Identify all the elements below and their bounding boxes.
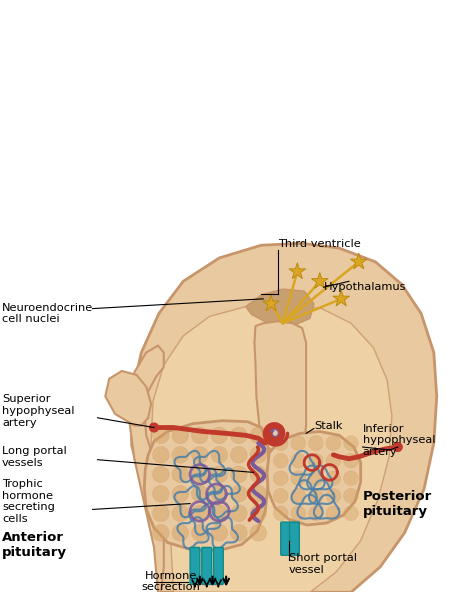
Circle shape (211, 427, 228, 444)
Circle shape (153, 505, 169, 522)
FancyBboxPatch shape (190, 548, 200, 585)
Polygon shape (144, 421, 269, 551)
Circle shape (393, 443, 402, 451)
Circle shape (344, 506, 358, 520)
Circle shape (274, 471, 288, 486)
Circle shape (230, 525, 247, 541)
FancyBboxPatch shape (213, 548, 223, 585)
Text: Hormone
secrection: Hormone secrection (141, 571, 200, 593)
Circle shape (172, 505, 189, 522)
Circle shape (291, 436, 306, 450)
Circle shape (230, 427, 247, 444)
Circle shape (172, 427, 189, 444)
Circle shape (211, 447, 228, 463)
Circle shape (150, 423, 158, 432)
Text: Hypothalamus: Hypothalamus (324, 282, 406, 292)
Circle shape (172, 466, 189, 483)
Polygon shape (131, 243, 437, 592)
Circle shape (344, 453, 358, 468)
Circle shape (326, 436, 341, 450)
Text: Trophic
hormone
secreting
cells: Trophic hormone secreting cells (2, 479, 55, 524)
Polygon shape (289, 263, 306, 279)
Circle shape (291, 453, 306, 468)
Text: Long portal
vessels: Long portal vessels (2, 446, 67, 468)
Polygon shape (246, 289, 314, 326)
Circle shape (309, 436, 323, 450)
Circle shape (326, 471, 341, 486)
Circle shape (153, 525, 169, 541)
Circle shape (211, 505, 228, 522)
FancyBboxPatch shape (289, 522, 299, 555)
Circle shape (274, 506, 288, 520)
FancyBboxPatch shape (281, 522, 291, 555)
Circle shape (309, 489, 323, 503)
Circle shape (211, 486, 228, 502)
Circle shape (153, 486, 169, 502)
Circle shape (250, 427, 266, 444)
Polygon shape (351, 253, 367, 269)
Text: Anterior
pituitary: Anterior pituitary (2, 531, 67, 558)
Circle shape (326, 453, 341, 468)
Circle shape (291, 506, 306, 520)
Polygon shape (151, 305, 392, 592)
Circle shape (326, 489, 341, 503)
Circle shape (274, 489, 288, 503)
Text: Posterior
pituitary: Posterior pituitary (363, 490, 432, 517)
Circle shape (172, 486, 189, 502)
Circle shape (211, 525, 228, 541)
Text: Stalk: Stalk (314, 421, 342, 430)
Circle shape (172, 525, 189, 541)
Text: Short portal
vessel: Short portal vessel (288, 553, 356, 575)
Polygon shape (267, 432, 361, 525)
Polygon shape (263, 295, 279, 311)
Circle shape (274, 453, 288, 468)
Polygon shape (129, 346, 164, 592)
Circle shape (250, 447, 266, 463)
Circle shape (250, 505, 266, 522)
Polygon shape (311, 272, 328, 288)
Circle shape (192, 447, 208, 463)
Circle shape (309, 506, 323, 520)
Circle shape (250, 486, 266, 502)
Text: Superior
hypophyseal
artery: Superior hypophyseal artery (2, 394, 74, 427)
Circle shape (230, 466, 247, 483)
Circle shape (326, 506, 341, 520)
FancyBboxPatch shape (202, 548, 211, 585)
Circle shape (153, 447, 169, 463)
Circle shape (192, 525, 208, 541)
Polygon shape (333, 290, 350, 306)
Circle shape (230, 505, 247, 522)
Circle shape (291, 471, 306, 486)
Circle shape (192, 466, 208, 483)
Circle shape (344, 436, 358, 450)
Circle shape (192, 427, 208, 444)
Circle shape (230, 447, 247, 463)
Circle shape (309, 471, 323, 486)
Text: Third ventricle: Third ventricle (278, 239, 360, 249)
Circle shape (274, 436, 288, 450)
Text: Inferior
hypophyseal
artery: Inferior hypophyseal artery (363, 424, 435, 457)
Circle shape (192, 505, 208, 522)
Circle shape (250, 466, 266, 483)
Polygon shape (254, 322, 306, 453)
Circle shape (250, 525, 266, 541)
Circle shape (344, 471, 358, 486)
Circle shape (153, 427, 169, 444)
Polygon shape (105, 371, 151, 426)
Circle shape (291, 489, 306, 503)
Circle shape (344, 489, 358, 503)
Circle shape (309, 453, 323, 468)
Text: Neuroendocrine
cell nuclei: Neuroendocrine cell nuclei (2, 303, 93, 325)
Circle shape (153, 466, 169, 483)
Circle shape (230, 486, 247, 502)
Circle shape (192, 486, 208, 502)
Circle shape (172, 447, 189, 463)
Circle shape (211, 466, 228, 483)
